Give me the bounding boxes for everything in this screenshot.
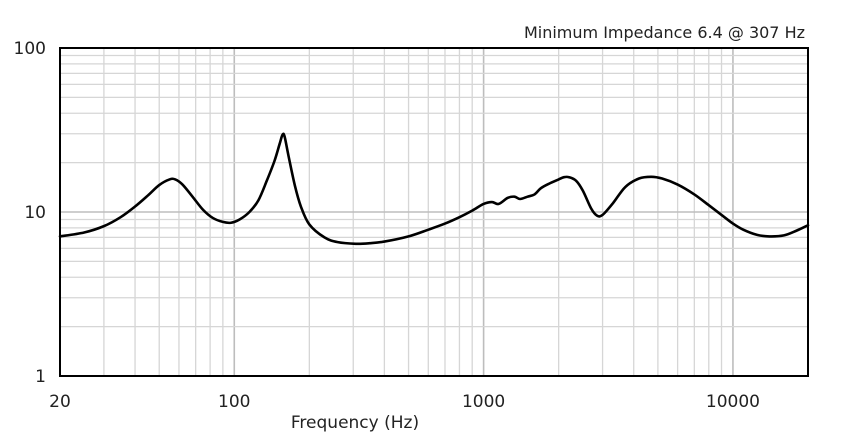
x-tick-label: 100: [218, 392, 250, 412]
x-tick-label: 10000: [706, 392, 760, 412]
plot-frame: [59, 47, 809, 377]
grid-lines: [60, 48, 808, 376]
y-tick-label: 1: [35, 367, 46, 387]
y-tick-labels: 100 10 1: [14, 39, 46, 387]
y-tick-label: 10: [24, 203, 46, 223]
minimum-impedance-annotation: Minimum Impedance 6.4 @ 307 Hz: [524, 23, 805, 42]
x-tick-label: 20: [49, 392, 71, 412]
y-tick-label: 100: [14, 39, 46, 59]
x-tick-label: 1000: [462, 392, 505, 412]
x-tick-labels: 20 100 1000 10000: [49, 392, 760, 412]
x-axis-title: Frequency (Hz): [291, 413, 419, 433]
impedance-curve: [58, 132, 810, 246]
